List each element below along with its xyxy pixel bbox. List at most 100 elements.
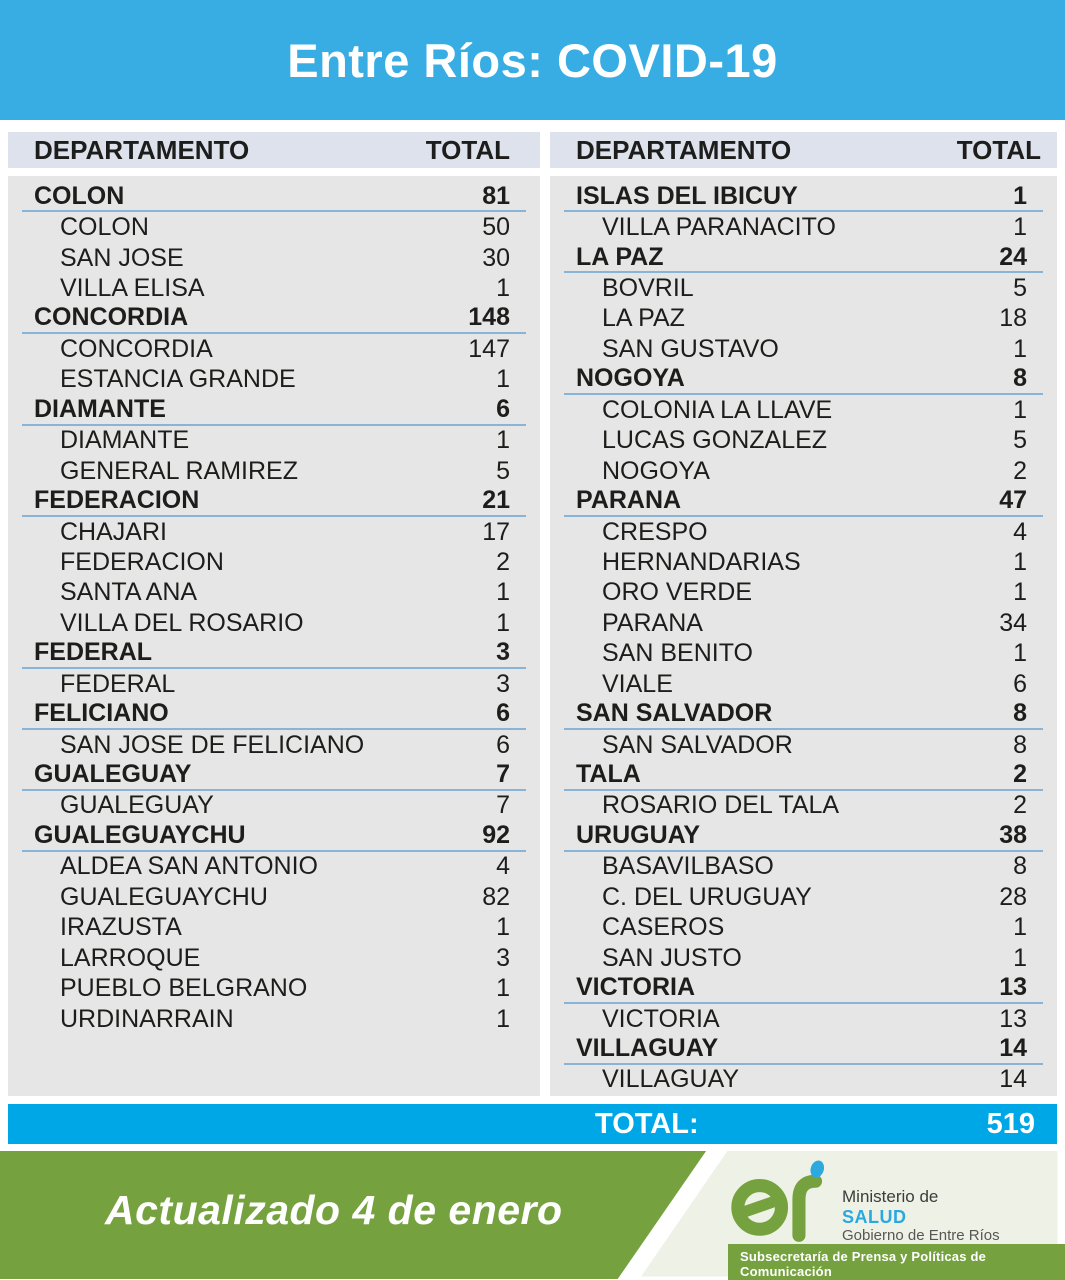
department-name: URUGUAY bbox=[576, 820, 701, 849]
total-header-label: TOTAL bbox=[956, 134, 1041, 165]
tables-container: COLON 81 COLON 50 SAN JOSE 30 VILLA ELISA 1 CONC… bbox=[8, 176, 1057, 1096]
locality-total: 4 bbox=[496, 852, 510, 881]
locality-row: URDINARRAIN 1 bbox=[22, 1004, 526, 1034]
department-total: 47 bbox=[999, 486, 1027, 515]
left-column-header: DEPARTAMENTO TOTAL bbox=[8, 132, 540, 168]
department-total: 3 bbox=[496, 638, 510, 667]
department-total: 24 bbox=[999, 242, 1027, 271]
department-row: VICTORIA 13 bbox=[564, 973, 1043, 1004]
total-bar-spacer bbox=[8, 1104, 540, 1144]
department-name: VICTORIA bbox=[576, 973, 695, 1002]
locality-row: CONCORDIA 147 bbox=[22, 334, 526, 364]
locality-name: GENERAL RAMIREZ bbox=[60, 456, 299, 485]
total-bar-content: TOTAL: 519 bbox=[550, 1104, 1057, 1144]
locality-total: 50 bbox=[482, 213, 510, 242]
department-total: 92 bbox=[482, 820, 510, 849]
locality-total: 1 bbox=[496, 578, 510, 607]
department-total: 8 bbox=[1013, 364, 1027, 393]
locality-total: 3 bbox=[496, 943, 510, 972]
locality-total: 6 bbox=[1013, 669, 1027, 698]
locality-name: PUEBLO BELGRANO bbox=[60, 974, 308, 1003]
department-row: FEDERAL 3 bbox=[22, 638, 526, 669]
locality-row: SAN SALVADOR 8 bbox=[564, 730, 1043, 760]
updated-date-text: Actualizado 4 de enero bbox=[105, 1187, 563, 1233]
locality-name: ESTANCIA GRANDE bbox=[60, 365, 296, 394]
locality-name: PARANA bbox=[602, 608, 703, 637]
left-table-panel: COLON 81 COLON 50 SAN JOSE 30 VILLA ELISA 1 CONC… bbox=[8, 176, 540, 1096]
department-name: COLON bbox=[34, 181, 125, 210]
locality-total: 18 bbox=[999, 304, 1027, 333]
locality-name: DIAMANTE bbox=[60, 426, 190, 455]
locality-row: CRESPO 4 bbox=[564, 517, 1043, 547]
department-name: LA PAZ bbox=[576, 242, 664, 271]
locality-row: FEDERAL 3 bbox=[22, 669, 526, 699]
locality-total: 147 bbox=[468, 334, 510, 363]
locality-row: DIAMANTE 1 bbox=[22, 426, 526, 456]
department-row: GUALEGUAY 7 bbox=[22, 760, 526, 791]
locality-name: LA PAZ bbox=[602, 304, 685, 333]
locality-row: BASAVILBASO 8 bbox=[564, 852, 1043, 882]
locality-row: LUCAS GONZALEZ 5 bbox=[564, 426, 1043, 456]
department-name: SAN SALVADOR bbox=[576, 699, 773, 728]
department-row: PARANA 47 bbox=[564, 486, 1043, 517]
page-title: Entre Ríos: COVID-19 bbox=[287, 33, 778, 87]
locality-row: VIALE 6 bbox=[564, 669, 1043, 699]
locality-row: FEDERACION 2 bbox=[22, 547, 526, 577]
ministry-name: SALUD bbox=[842, 1206, 907, 1227]
locality-name: VILLA PARANACITO bbox=[602, 213, 836, 242]
department-name: GUALEGUAYCHU bbox=[34, 820, 246, 849]
locality-row: BOVRIL 5 bbox=[564, 273, 1043, 303]
locality-name: COLONIA LA LLAVE bbox=[602, 395, 833, 424]
locality-name: ALDEA SAN ANTONIO bbox=[60, 852, 318, 881]
locality-row: PUEBLO BELGRANO 1 bbox=[22, 973, 526, 1003]
locality-name: VILLA ELISA bbox=[60, 274, 205, 303]
locality-total: 1 bbox=[1013, 547, 1027, 576]
department-name: PARANA bbox=[576, 486, 682, 515]
locality-row: VILLA ELISA 1 bbox=[22, 273, 526, 303]
locality-row: SAN JOSE DE FELICIANO 6 bbox=[22, 730, 526, 760]
locality-row: ESTANCIA GRANDE 1 bbox=[22, 365, 526, 395]
locality-name: BOVRIL bbox=[602, 274, 694, 303]
ministry-logo-block: Ministerio de SALUD Gobierno de Entre Rí… bbox=[730, 1156, 1000, 1244]
locality-name: FEDERAL bbox=[60, 669, 176, 698]
footer-green-wedge bbox=[0, 1151, 707, 1279]
locality-name: VILLAGUAY bbox=[602, 1065, 740, 1094]
locality-row: HERNANDARIAS 1 bbox=[564, 547, 1043, 577]
department-row: GUALEGUAYCHU 92 bbox=[22, 820, 526, 852]
grand-total-label: TOTAL: bbox=[595, 1107, 699, 1140]
locality-row: PARANA 34 bbox=[564, 608, 1043, 638]
locality-name: IRAZUSTA bbox=[60, 913, 182, 942]
locality-row: VILLAGUAY 14 bbox=[564, 1065, 1043, 1095]
locality-name: CONCORDIA bbox=[60, 334, 213, 363]
locality-name: LARROQUE bbox=[60, 943, 201, 972]
department-total: 38 bbox=[999, 820, 1027, 849]
locality-total: 1 bbox=[1013, 334, 1027, 363]
locality-row: NOGOYA 2 bbox=[564, 456, 1043, 486]
locality-row: SAN GUSTAVO 1 bbox=[564, 334, 1043, 364]
locality-row: CASEROS 1 bbox=[564, 913, 1043, 943]
locality-name: SAN SALVADOR bbox=[602, 730, 793, 759]
ministry-text: Ministerio de SALUD Gobierno de Entre Rí… bbox=[842, 1187, 1000, 1244]
department-name: CONCORDIA bbox=[34, 303, 189, 332]
locality-total: 1 bbox=[496, 608, 510, 637]
locality-total: 6 bbox=[496, 730, 510, 759]
locality-total: 7 bbox=[496, 791, 510, 820]
department-name: FEDERAL bbox=[34, 638, 153, 667]
title-banner: Entre Ríos: COVID-19 bbox=[0, 0, 1065, 120]
locality-name: C. DEL URUGUAY bbox=[602, 882, 812, 911]
department-row: LA PAZ 24 bbox=[564, 242, 1043, 274]
grand-total-bar: TOTAL: 519 bbox=[8, 1104, 1057, 1144]
locality-row: ROSARIO DEL TALA 2 bbox=[564, 791, 1043, 821]
locality-row: GUALEGUAY 7 bbox=[22, 791, 526, 821]
department-row: FELICIANO 6 bbox=[22, 699, 526, 730]
department-total: 7 bbox=[496, 760, 510, 789]
locality-row: VILLA PARANACITO 1 bbox=[564, 212, 1043, 242]
locality-name: VIALE bbox=[602, 669, 673, 698]
locality-name: CHAJARI bbox=[60, 517, 167, 546]
locality-total: 2 bbox=[496, 547, 510, 576]
locality-total: 28 bbox=[999, 882, 1027, 911]
right-column-header: DEPARTAMENTO TOTAL bbox=[550, 132, 1057, 168]
locality-row: SANTA ANA 1 bbox=[22, 578, 526, 608]
locality-row: IRAZUSTA 1 bbox=[22, 913, 526, 943]
footer: Actualizado 4 de enero Ministerio de SAL… bbox=[0, 1151, 1065, 1280]
